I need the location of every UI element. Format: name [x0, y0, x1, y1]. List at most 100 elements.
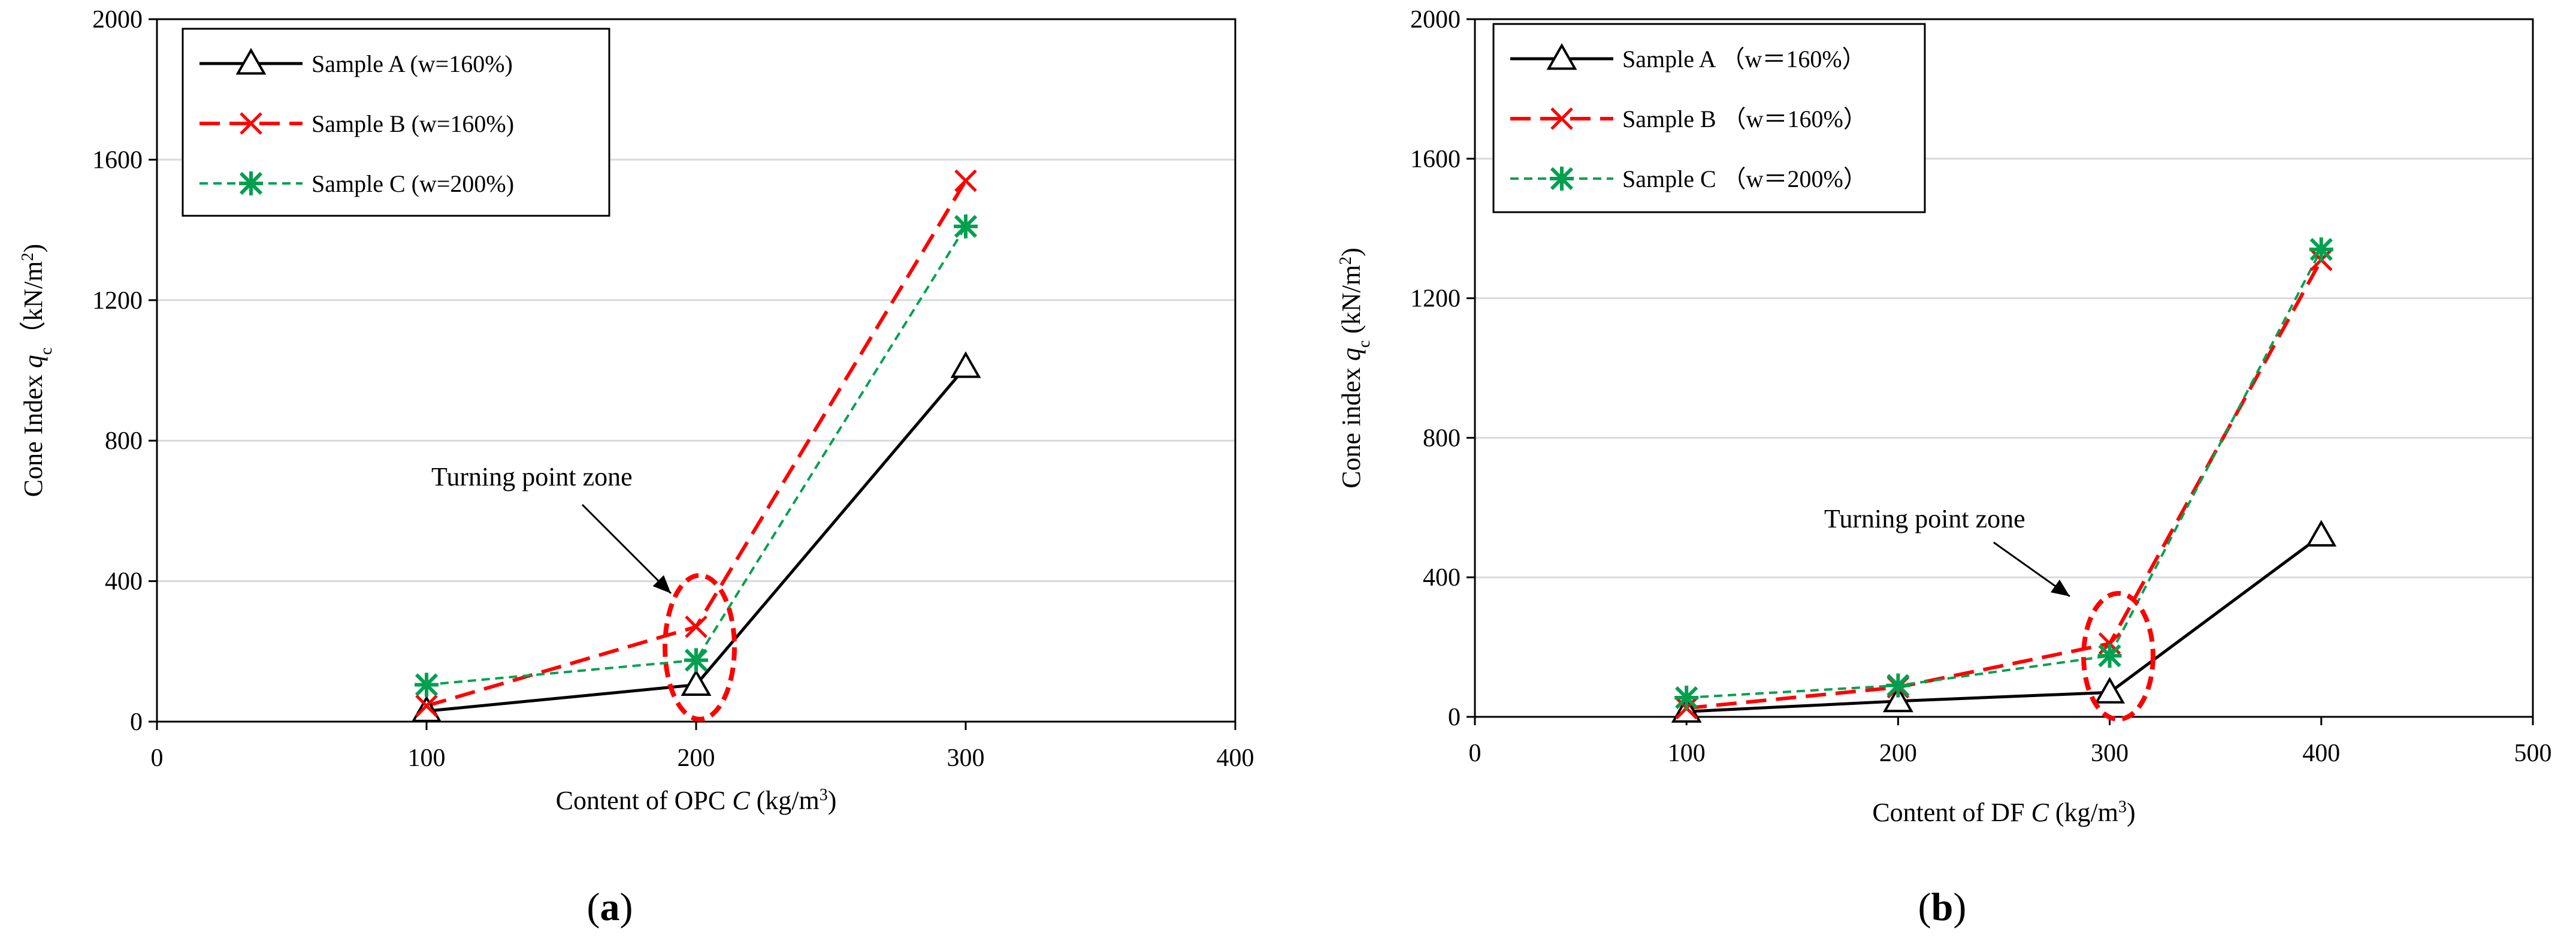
x-axis-label-close: ) [2127, 798, 2136, 827]
y-axis-label-sub: c [37, 348, 56, 355]
data-point-b [954, 169, 977, 192]
x-axis-label-unit: (kg/m [2049, 798, 2118, 827]
y-axis-label: Cone index qc (kN/m2) [1337, 248, 1374, 488]
y-axis-label-sup: 2 [19, 252, 37, 261]
y-tick-label: 800 [1423, 424, 1461, 452]
x-tick-label: 100 [1668, 740, 1706, 767]
y-tick-label: 2000 [1410, 6, 1461, 34]
data-point-b-stroke-2 [954, 169, 977, 192]
legend-label-c: Sample C (w=200%) [312, 170, 514, 197]
legend-marker-a [235, 47, 267, 75]
panel-label: (a) [587, 885, 633, 929]
data-point-c [415, 672, 439, 697]
legend-label-b: Sample B （w＝160%） [1622, 105, 1867, 132]
y-axis-label-prefix: Cone Index [19, 368, 48, 497]
x-tick-label: 400 [2302, 740, 2340, 767]
legend-marker-b [1550, 107, 1573, 130]
y-tick-label: 1600 [1410, 146, 1461, 173]
y-tick-label: 1200 [92, 287, 143, 315]
data-point-c [684, 648, 708, 672]
annotation-text: Turning point zone [431, 462, 633, 491]
chart-panel-b: 0 400 800 1200 1600 2000 0 100 200 300 400 500 Conte… [1337, 6, 2552, 929]
legend-marker-c [1550, 167, 1574, 191]
y-axis-label-close: ) [19, 244, 48, 253]
y-axis-label: Cone Index qc（kN/m2) [19, 244, 56, 497]
data-point-c [2097, 644, 2122, 668]
y-tick-label: 1200 [1410, 285, 1461, 313]
legend: Sample A （w＝160%） Sample B （w＝160%） Sample… [1492, 23, 1926, 213]
panel-label: (b) [1918, 885, 1967, 929]
panel-label-letter: a [600, 885, 620, 929]
data-point-b [685, 616, 708, 638]
x-tick-label: 300 [947, 744, 985, 772]
y-axis-label-unit: (kN/m [1337, 265, 1366, 340]
x-axis-label-close: ) [828, 786, 837, 815]
x-axis-label-sup: 3 [2118, 798, 2127, 816]
y-axis-label-sub: c [1355, 340, 1374, 348]
legend-marker-b [240, 112, 262, 135]
x-tick-label: 0 [151, 744, 164, 772]
legend-marker-c [239, 171, 263, 195]
x-axis-label-prefix: Content of DF [1872, 798, 2031, 827]
x-tick-label: 300 [2091, 740, 2128, 767]
data-point-a [950, 351, 981, 378]
panel-label-open: ( [1918, 885, 1931, 929]
series-line-b [1686, 259, 2323, 710]
data-point-a [1882, 685, 1913, 713]
chart-panel-a: 0 400 800 1200 1600 2000 0 100 200 300 400 Content … [19, 6, 1254, 929]
x-tick-label: 100 [408, 744, 446, 772]
y-tick-label: 1600 [92, 146, 143, 174]
annotation-arrow-head [652, 575, 671, 593]
y-tick-label: 0 [130, 708, 143, 736]
y-axis-label-var: q [19, 355, 48, 368]
legend-marker-b-stroke-2 [1550, 107, 1573, 130]
turning-point-ellipse [663, 573, 737, 722]
y-axis-label-var: q [1337, 348, 1366, 361]
legend: Sample A (w=160%) Sample B (w=160%) Sample… [182, 28, 610, 217]
y-tick-label: 400 [1423, 564, 1461, 592]
data-point-b-stroke-2 [415, 694, 438, 717]
x-tick-label: 400 [1217, 744, 1254, 772]
data-point-a [681, 669, 712, 696]
series-line-a [1686, 534, 2323, 713]
y-tick-label: 400 [105, 568, 143, 596]
x-axis-label: Content of DF C (kg/m3) [1872, 798, 2135, 828]
panel-label-letter: b [1931, 885, 1954, 929]
panel-label-close: ) [1953, 885, 1966, 929]
data-point-a [411, 695, 442, 722]
y-tick-label: 2000 [92, 6, 143, 34]
data-point-a [2306, 520, 2337, 547]
x-axis-label-var: C [2031, 798, 2049, 827]
annotation-arrow-line [581, 503, 672, 595]
data-point-c [954, 214, 978, 239]
legend-label-a: Sample A (w=160%) [312, 50, 513, 77]
x-axis-label-sup: 3 [820, 786, 828, 804]
x-tick-label: 200 [678, 744, 715, 772]
x-tick-label: 0 [1469, 740, 1481, 767]
data-point-b [415, 694, 438, 717]
x-axis-label-prefix: Content of OPC [556, 786, 733, 815]
data-point-c [2309, 237, 2333, 262]
legend-label-b: Sample B (w=160%) [312, 110, 514, 137]
x-axis-label-unit: (kg/m [750, 786, 820, 815]
x-tick-label: 200 [1879, 740, 1917, 767]
series-line-c [1686, 249, 2323, 699]
legend-label-a: Sample A （w＝160%） [1622, 46, 1866, 73]
x-tick-label: 500 [2514, 740, 2552, 767]
data-point-a [2094, 677, 2125, 704]
turning-point-ellipse [2081, 591, 2155, 722]
legend-marker-a [1546, 43, 1577, 70]
x-axis-label-var: C [732, 786, 750, 815]
annotation-arrow-head [2051, 580, 2070, 596]
y-axis-label-prefix: Cone index [1337, 361, 1366, 488]
y-tick-label: 0 [1448, 704, 1461, 731]
y-tick-label: 800 [105, 427, 143, 455]
legend-marker-b-stroke-2 [240, 112, 262, 135]
y-axis-label-close: ) [1337, 248, 1366, 257]
plot-area [1474, 18, 2534, 718]
series-line-c [426, 225, 967, 686]
panel-label-close: ) [620, 885, 633, 929]
y-axis-label-unit: （kN/m [19, 261, 48, 347]
data-point-b-stroke-2 [685, 616, 708, 638]
